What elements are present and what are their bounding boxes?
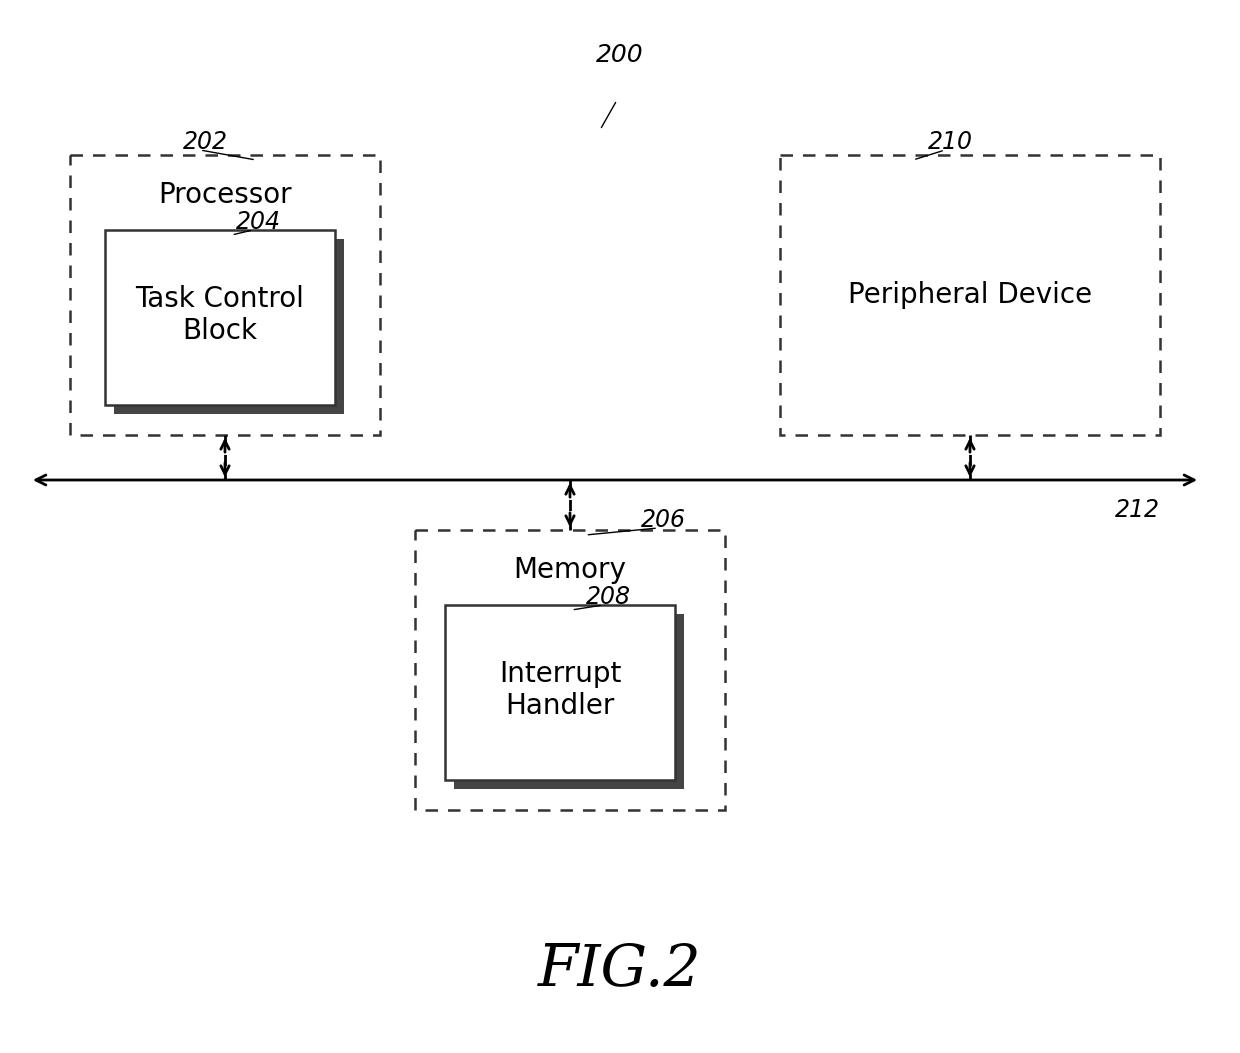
Text: FIG.2: FIG.2: [538, 941, 702, 998]
Bar: [69, 155, 379, 435]
Text: Peripheral Device: Peripheral Device: [848, 281, 1092, 309]
Text: 212: 212: [1115, 498, 1159, 522]
Text: 208: 208: [585, 585, 630, 609]
Text: 204: 204: [236, 210, 280, 234]
Text: Processor: Processor: [159, 181, 291, 208]
Bar: [445, 605, 675, 780]
Bar: [454, 614, 684, 789]
Text: 202: 202: [182, 130, 227, 154]
Text: 200: 200: [596, 43, 644, 67]
Bar: [105, 230, 335, 405]
Bar: [415, 530, 725, 810]
Text: Task Control
Block: Task Control Block: [135, 284, 305, 345]
Bar: [114, 239, 343, 414]
Text: Interrupt
Handler: Interrupt Handler: [498, 660, 621, 720]
Bar: [780, 155, 1159, 435]
Text: 206: 206: [641, 508, 686, 532]
Text: Memory: Memory: [513, 556, 626, 584]
Text: 210: 210: [928, 130, 972, 154]
